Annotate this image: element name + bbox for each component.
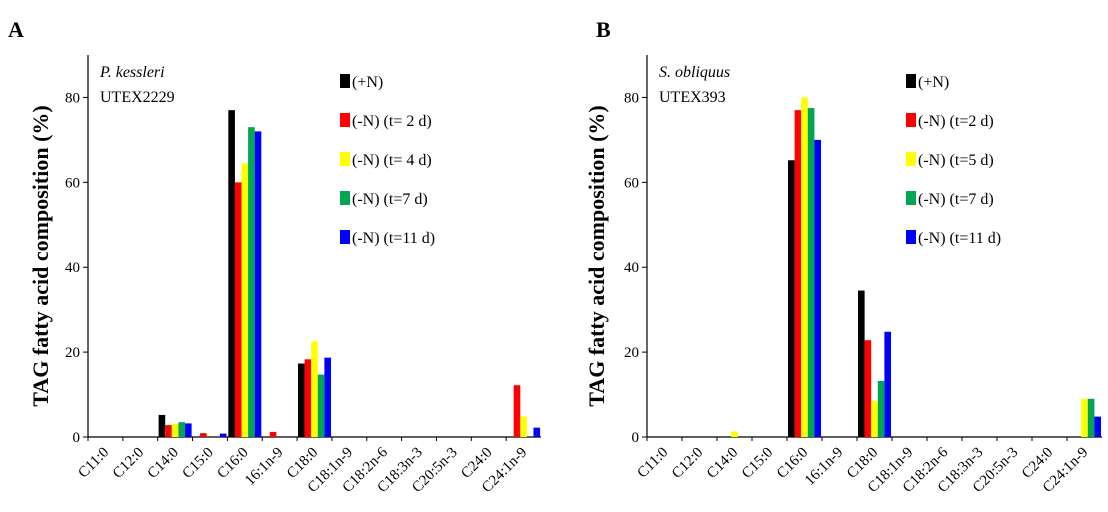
bar [794, 110, 802, 437]
chart-title-strain: UTEX2229 [100, 89, 175, 106]
bar [520, 416, 527, 437]
legend-label: (-N) (t=5 d) [918, 152, 994, 169]
chart-panel-a: A TAG fatty acid composition (%) 0 20 40 60 80… [8, 17, 541, 496]
bar [877, 380, 885, 437]
y-tick-label: 60 [624, 175, 639, 191]
y-tick-label: 40 [624, 260, 639, 276]
legend-swatch [906, 230, 916, 244]
bar [864, 340, 872, 437]
legend-label: (-N) (t= 2 d) [352, 113, 432, 130]
bar [234, 182, 242, 437]
y-tick-label: 20 [624, 345, 639, 361]
legend-swatch [340, 113, 350, 127]
x-tick-label: C12:0 [110, 445, 147, 482]
legend-label: (-N) (t=7 d) [918, 191, 994, 208]
legend-swatch [340, 191, 350, 205]
x-tick-label: C15:0 [739, 445, 776, 482]
chart-title-species: S. obliquus [659, 64, 730, 81]
legend-label: (-N) (t=2 d) [918, 113, 994, 130]
x-tick-label: C11:0 [75, 445, 112, 482]
legend-label: (-N) (t= 4 d) [352, 152, 432, 169]
bar [200, 433, 207, 437]
bar [533, 427, 541, 437]
bar [304, 359, 312, 437]
legend-swatch [340, 230, 350, 244]
x-tick-label: C15:0 [180, 445, 217, 482]
bar [298, 363, 305, 437]
legend-swatch [340, 152, 350, 166]
x-tick-label: C14:0 [704, 445, 741, 482]
bar [178, 422, 186, 437]
x-tick-label: 16:1n-9 [802, 445, 846, 489]
bar [219, 433, 227, 437]
bar [171, 423, 179, 437]
legend-swatch [340, 74, 350, 88]
bar [871, 400, 878, 437]
bar [324, 357, 331, 437]
bar [317, 374, 325, 437]
y-tick-label: 80 [65, 90, 80, 106]
chart-title-species: P. kessleri [99, 64, 165, 81]
y-tick-label: 40 [65, 260, 80, 276]
y-tick-label: 80 [624, 90, 639, 106]
bar [731, 431, 738, 437]
y-tick-label: 60 [65, 175, 80, 191]
legend-label: (+N) [918, 74, 949, 91]
bar [884, 331, 891, 437]
bar [269, 431, 277, 437]
y-tick-label: 0 [632, 430, 640, 446]
bar [158, 414, 166, 437]
x-tick-label: C14:0 [145, 445, 182, 482]
y-tick-label: 20 [65, 345, 80, 361]
chart-panel-b: B TAG fatty acid composition (%) 0 20 40 60 80… [584, 17, 1102, 496]
y-axis-label: TAG fatty acid composition (%) [584, 105, 609, 406]
bar [801, 97, 808, 437]
y-axis-label: TAG fatty acid composition (%) [28, 105, 53, 406]
bar [807, 108, 815, 438]
bar [228, 110, 235, 437]
bar [858, 290, 865, 437]
panel-letter: B [596, 17, 611, 42]
bar [311, 341, 318, 437]
bar [1094, 416, 1101, 437]
bar [185, 423, 192, 437]
chart-title-strain: UTEX393 [659, 89, 726, 106]
legend-swatch [906, 113, 916, 127]
bar [241, 163, 249, 437]
legend-swatch [906, 152, 916, 166]
bar [513, 385, 521, 437]
legend-label: (-N) (t=11 d) [918, 230, 1001, 247]
x-tick-label: C11:0 [634, 445, 671, 482]
y-tick-label: 0 [73, 430, 81, 446]
x-tick-label: C12:0 [669, 445, 706, 482]
legend-label: (-N) (t=7 d) [352, 191, 428, 208]
bar [814, 139, 821, 437]
bar [254, 131, 262, 437]
bar [1087, 398, 1095, 437]
bar [1081, 398, 1088, 437]
legend-swatch [906, 74, 916, 88]
panel-letter: A [8, 17, 24, 42]
bar [165, 425, 172, 437]
legend-label: (-N) (t=11 d) [352, 230, 435, 247]
legend-label: (+N) [352, 74, 383, 91]
legend-swatch [906, 191, 916, 205]
bar [248, 127, 255, 438]
x-tick-label: 16:1n-9 [242, 445, 286, 489]
bar [788, 160, 795, 438]
